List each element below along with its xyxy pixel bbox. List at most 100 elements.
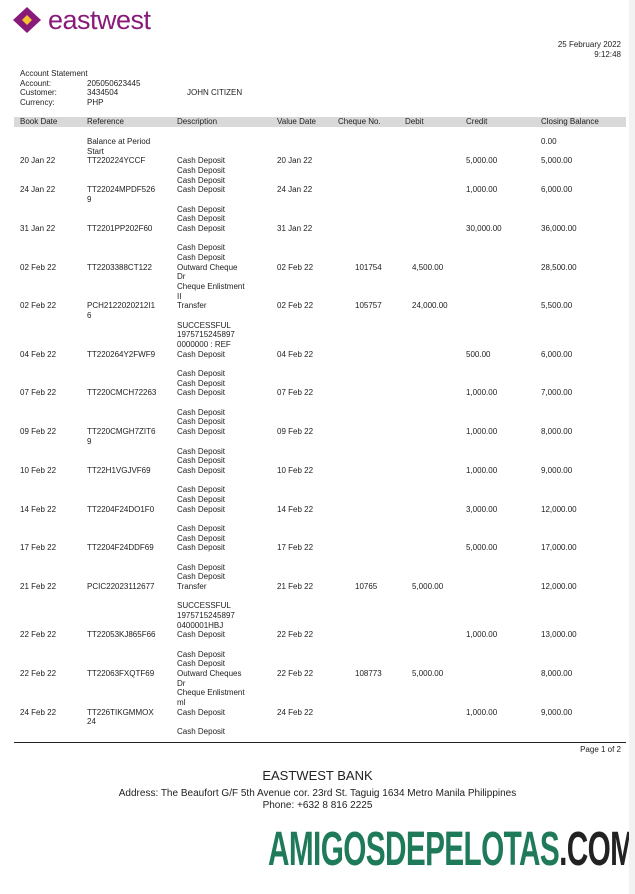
reference: TT2204F24DO1F0 — [87, 504, 155, 514]
reference: PCIC22023112677 — [87, 581, 155, 591]
description-line: Cash Deposit — [177, 659, 226, 669]
table-header: Book Date Reference Description Value Da… — [14, 117, 626, 127]
value-date: 09 Feb 22 — [277, 427, 314, 437]
credit: 1,000.00 — [466, 465, 498, 475]
value-date: 31 Jan 22 — [277, 224, 313, 234]
description-line: Cash Deposit — [177, 533, 226, 543]
description-line — [177, 476, 267, 486]
value-date: 07 Feb 22 — [277, 388, 314, 398]
book-date: 20 Jan 22 — [20, 156, 56, 166]
reference: TT2201PP202F60 — [87, 224, 153, 234]
credit: 1,000.00 — [466, 707, 498, 717]
customer-label: Customer: — [20, 88, 57, 98]
description-line: Cash Deposit — [177, 243, 226, 253]
col-debit: Debit — [405, 117, 424, 126]
table-row: Cash Deposit Cash Deposit Cash Deposit 10 F… — [0, 466, 635, 505]
table-row: Cash Deposit Cash Deposit 24 Feb 22 TT226TI… — [0, 708, 635, 737]
table-row: Cash Deposit Cash Deposit Cash Deposit 14 F… — [0, 505, 635, 544]
diamond-logo-icon — [13, 7, 41, 33]
col-reference: Reference — [87, 117, 124, 126]
description: Transfer SUCCESSFUL 1975715245897 0000000 :… — [177, 301, 267, 349]
description-line — [177, 640, 267, 650]
description-line: Cash Deposit — [177, 494, 226, 504]
watermark: AMIGOSDEPELOTAS.COM — [268, 823, 635, 876]
debit: 4,500.00 — [412, 262, 444, 272]
value-date: 22 Feb 22 — [277, 668, 314, 678]
watermark-suffix: .COM — [559, 823, 635, 876]
table-row: Cash Deposit Cash Deposit Cash Deposit 22 F… — [0, 630, 635, 669]
description-line: II — [177, 291, 182, 301]
description-line — [177, 592, 267, 602]
description: Cash Deposit Cash Deposit Cash Deposit — [177, 630, 267, 669]
credit: 5,000.00 — [466, 156, 498, 166]
value-date: 21 Feb 22 — [277, 581, 314, 591]
description-line: Cash Deposit — [177, 465, 226, 475]
description-line: 0400001HBJ — [177, 620, 224, 630]
book-date: 07 Feb 22 — [20, 388, 57, 398]
description-line: Dr — [177, 678, 186, 688]
reference: TT220CMGH7ZIT69 — [87, 427, 156, 446]
statement-title: Account Statement — [20, 69, 88, 78]
closing-balance: 6,000.00 — [541, 349, 573, 359]
description-line: Cash Deposit — [177, 543, 226, 553]
description-line: Cash Deposit — [177, 630, 226, 640]
book-date: 10 Feb 22 — [20, 465, 57, 475]
description-line: Cash Deposit — [177, 369, 226, 379]
table-row: Cash Deposit Cash Deposit Cash Deposit 17 F… — [0, 543, 635, 582]
table-row: Outward Cheques Dr Cheque Enlistment ml 22 F… — [0, 669, 635, 708]
credit: 5,000.00 — [466, 543, 498, 553]
description-line: Cash Deposit — [177, 427, 226, 437]
description: Cash Deposit Cash Deposit Cash Deposit — [177, 427, 267, 466]
closing-balance: 5,000.00 — [541, 156, 573, 166]
watermark-main: AMIGOSDEPELOTAS — [268, 823, 560, 876]
description-line: SUCCESSFUL — [177, 601, 231, 611]
book-date: 21 Feb 22 — [20, 581, 57, 591]
table-row: Cash Deposit Cash Deposit Cash Deposit 04 F… — [0, 350, 635, 389]
description-line: Cash Deposit — [177, 726, 226, 736]
reference: TT22063FXQTF69 — [87, 668, 155, 678]
col-cheque-no: Cheque No. — [338, 117, 381, 126]
credit: 1,000.00 — [466, 427, 498, 437]
description-line — [177, 514, 267, 524]
opening-balance: 0.00 — [541, 137, 557, 146]
book-date: 24 Feb 22 — [20, 707, 57, 717]
description-line: Cash Deposit — [177, 649, 226, 659]
description-line: Outward Cheque — [177, 262, 238, 272]
table-row: Transfer SUCCESSFUL 1975715245897 0000000 :… — [0, 301, 635, 349]
closing-balance: 6,000.00 — [541, 185, 573, 195]
closing-balance: 28,500.00 — [541, 262, 577, 272]
description-line: Transfer — [177, 301, 207, 311]
col-value-date: Value Date — [277, 117, 316, 126]
cheque-no: 105757 — [355, 301, 382, 311]
book-date: 09 Feb 22 — [20, 427, 57, 437]
page-edge — [629, 0, 635, 894]
description-line — [177, 311, 267, 321]
table-row: Transfer SUCCESSFUL 1975715245897 0400001HB… — [0, 582, 635, 630]
currency-label: Currency: — [20, 97, 55, 107]
description: Cash Deposit Cash Deposit Cash Deposit — [177, 466, 267, 505]
table-row: Cash Deposit Cash Deposit Cash Deposit 20 J… — [0, 156, 635, 185]
debit: 5,000.00 — [412, 581, 444, 591]
credit: 1,000.00 — [466, 630, 498, 640]
col-closing-balance: Closing Balance — [541, 117, 599, 126]
debit: 5,000.00 — [412, 668, 444, 678]
reference: TT22053KJ865F66 — [87, 630, 156, 640]
reference: PCH2122020212I16 — [87, 301, 156, 321]
description-line — [177, 359, 267, 369]
value-date: 22 Feb 22 — [277, 630, 314, 640]
description-line: Cash Deposit — [177, 224, 226, 234]
col-description: Description — [177, 117, 218, 126]
description-line: Cash Deposit — [177, 707, 226, 717]
logo-text: eastwest — [48, 5, 151, 35]
book-date: 02 Feb 22 — [20, 301, 57, 311]
description-line: Cash Deposit — [177, 166, 226, 176]
value-date: 24 Feb 22 — [277, 707, 314, 717]
book-date: 24 Jan 22 — [20, 185, 56, 195]
description-line: Cash Deposit — [177, 572, 226, 582]
closing-balance: 9,000.00 — [541, 707, 573, 717]
closing-balance: 12,000.00 — [541, 581, 577, 591]
closing-balance: 7,000.00 — [541, 388, 573, 398]
book-date: 14 Feb 22 — [20, 504, 57, 514]
description: Cash Deposit Cash Deposit Cash Deposit — [177, 543, 267, 582]
